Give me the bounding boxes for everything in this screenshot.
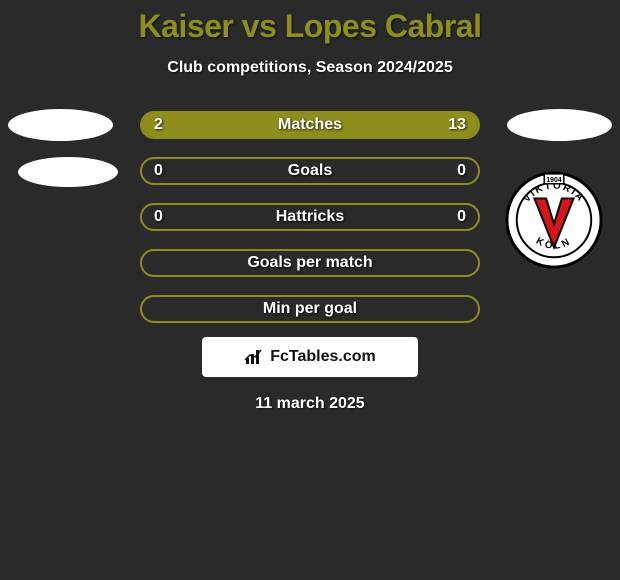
stat-value-right: 0 bbox=[457, 162, 466, 180]
stat-value-left: 0 bbox=[154, 208, 163, 226]
club-left-placeholder-icon bbox=[18, 157, 118, 187]
stat-row-matches: 2 Matches 13 bbox=[0, 111, 620, 139]
badge-year: 1904 bbox=[546, 177, 561, 184]
stat-row-min-per-goal: Min per goal bbox=[0, 295, 620, 323]
stat-label: Matches bbox=[278, 116, 342, 134]
stat-label: Min per goal bbox=[263, 300, 357, 318]
stat-value-left: 0 bbox=[154, 162, 163, 180]
page-title: Kaiser vs Lopes Cabral bbox=[0, 8, 620, 45]
stat-label: Goals per match bbox=[247, 254, 372, 272]
comparison-panel: Kaiser vs Lopes Cabral Club competitions… bbox=[0, 0, 620, 413]
bar-fill-left bbox=[142, 113, 186, 137]
player-right-placeholder-icon bbox=[507, 109, 612, 141]
stat-bar: 0 Goals 0 bbox=[140, 157, 480, 185]
brand-link[interactable]: FcTables.com bbox=[202, 337, 418, 377]
stat-row-hattricks: VIKTORIA KÖLN 1904 0 Hattricks 0 bbox=[0, 203, 620, 231]
brand-text: FcTables.com bbox=[270, 348, 376, 366]
player-left-placeholder-icon bbox=[8, 109, 113, 141]
stat-bar: Min per goal bbox=[140, 295, 480, 323]
stat-label: Goals bbox=[288, 162, 332, 180]
stat-bar: 2 Matches 13 bbox=[140, 111, 480, 139]
date-text: 11 march 2025 bbox=[0, 395, 620, 413]
stat-bar: Goals per match bbox=[140, 249, 480, 277]
stat-value-right: 13 bbox=[448, 116, 466, 134]
stat-row-goals-per-match: Goals per match bbox=[0, 249, 620, 277]
stat-value-left: 2 bbox=[154, 116, 163, 134]
stat-bar: 0 Hattricks 0 bbox=[140, 203, 480, 231]
subtitle: Club competitions, Season 2024/2025 bbox=[0, 59, 620, 77]
stat-rows: 2 Matches 13 0 Goals 0 bbox=[0, 111, 620, 323]
brand-chart-icon bbox=[244, 348, 264, 366]
stat-label: Hattricks bbox=[276, 208, 344, 226]
stat-value-right: 0 bbox=[457, 208, 466, 226]
